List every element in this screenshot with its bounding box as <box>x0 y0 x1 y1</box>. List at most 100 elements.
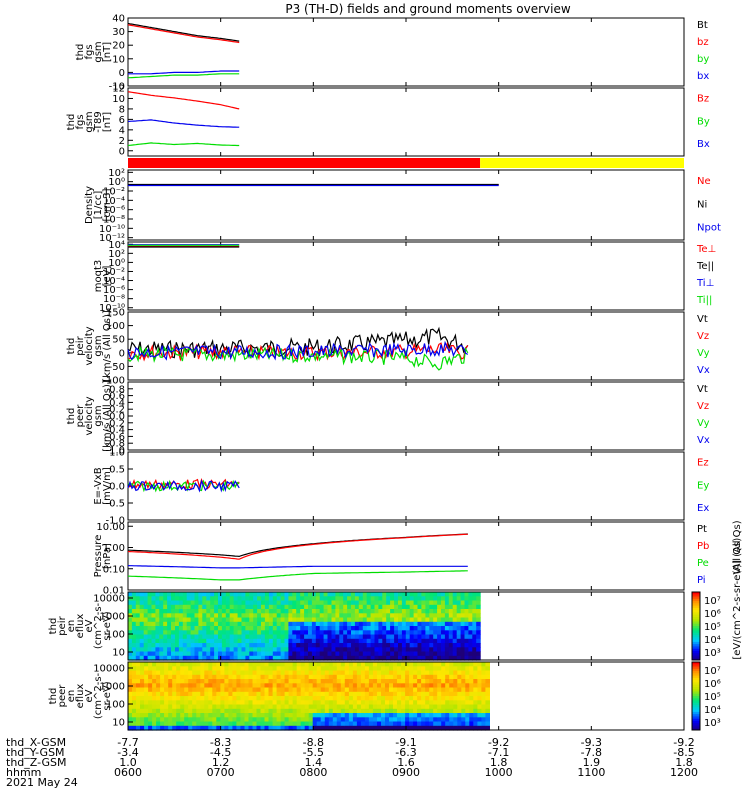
heatmap-cell <box>206 626 211 631</box>
heatmap-cell <box>147 626 153 631</box>
heatmap-cell <box>241 596 246 602</box>
heatmap-cell <box>362 617 368 623</box>
heatmap-cell <box>401 662 406 667</box>
heatmap-cell <box>196 683 201 689</box>
heatmap-cell <box>190 613 196 619</box>
heatmap-cell <box>128 630 133 636</box>
heatmap-cell <box>377 662 382 667</box>
heatmap-cell <box>370 626 376 631</box>
heatmap-cell <box>204 721 209 727</box>
heatmap-cell <box>167 630 172 636</box>
heatmap-cell <box>214 634 219 640</box>
heatmap-cell <box>221 613 227 619</box>
heatmap-cell <box>143 613 149 619</box>
heatmap-cell <box>206 617 211 623</box>
heatmap-cell <box>272 609 278 614</box>
heatmap-cell <box>220 725 225 731</box>
heatmap-cell <box>354 617 360 623</box>
heatmap-cell <box>386 638 391 644</box>
heatmap-cell <box>188 696 193 701</box>
heatmap-cell <box>354 600 360 606</box>
heatmap-cell <box>184 721 189 727</box>
heatmap-cell <box>377 679 382 684</box>
heatmap-cell <box>344 696 350 701</box>
heatmap-cell <box>405 638 411 644</box>
heatmap-cell <box>315 630 321 636</box>
heatmap-cell <box>351 647 356 653</box>
heatmap-cell <box>225 651 231 657</box>
heatmap-cell <box>176 666 181 672</box>
heatmap-cell <box>401 604 407 610</box>
heatmap-cell <box>143 617 149 623</box>
heatmap-cell <box>210 604 215 610</box>
heatmap-cell <box>155 647 160 653</box>
heatmap-cell <box>135 596 141 602</box>
heatmap-cell <box>352 725 358 731</box>
heatmap-cell <box>417 725 422 731</box>
heatmap-cell <box>160 674 165 680</box>
heatmap-cell <box>237 609 243 614</box>
heatmap-cell <box>382 609 387 614</box>
heatmap-cell <box>417 621 422 627</box>
heatmap-cell <box>140 700 145 706</box>
heatmap-cell <box>148 683 153 689</box>
heatmap-cell <box>163 643 168 648</box>
series-line-0 <box>127 22 240 42</box>
legend-entry-0: Vt <box>697 314 708 325</box>
heatmap-cell <box>328 708 334 714</box>
heatmap-cell <box>260 696 266 701</box>
heatmap-cell <box>175 638 180 644</box>
heatmap-cell <box>405 708 410 714</box>
heatmap-cell <box>216 674 221 680</box>
heatmap-cell <box>200 704 205 710</box>
heatmap-cell <box>228 691 233 697</box>
heatmap-cell <box>319 634 325 640</box>
heatmap-cell <box>397 700 402 706</box>
heatmap-cell <box>340 674 346 680</box>
heatmap-cell <box>465 700 470 706</box>
heatmap-cell <box>331 651 336 657</box>
heatmap-cell <box>236 687 241 693</box>
heatmap-cell <box>139 600 145 606</box>
heatmap-cell <box>421 604 426 610</box>
heatmap-cell <box>221 634 227 640</box>
heatmap-cell <box>218 604 223 610</box>
heatmap-cell <box>288 708 294 714</box>
y-axis-label-line-5: (cm^2-s- <box>93 602 104 649</box>
heatmap-cell <box>128 592 133 597</box>
heatmap-cell <box>159 604 164 610</box>
heatmap-cell <box>128 713 133 718</box>
heatmap-cell <box>444 592 450 597</box>
heatmap-cell <box>340 662 346 667</box>
heatmap-cell <box>437 721 442 727</box>
heatmap-cell <box>335 600 340 606</box>
heatmap-cell <box>206 613 211 619</box>
heatmap-cell <box>140 725 145 731</box>
heatmap-cell <box>252 725 258 731</box>
heatmap-cell <box>300 683 306 689</box>
heatmap-cell <box>182 655 188 661</box>
heatmap-cell <box>264 713 270 718</box>
heatmap-cell <box>485 662 490 667</box>
heatmap-cell <box>308 655 313 661</box>
heatmap-cell <box>429 696 434 701</box>
heatmap-cell <box>437 630 442 636</box>
heatmap-cell <box>253 651 258 657</box>
heatmap-cell <box>135 655 141 661</box>
y-axis-label-line-2: [cm-3] <box>102 188 113 221</box>
heatmap-cell <box>257 643 262 648</box>
heatmap-cell <box>304 687 310 693</box>
heatmap-cell <box>425 643 430 648</box>
heatmap-cell <box>312 674 318 680</box>
heatmap-cell <box>382 638 387 644</box>
heatmap-cell <box>366 643 372 648</box>
heatmap-cell <box>296 643 301 648</box>
heatmap-cell <box>319 613 325 619</box>
heatmap-cell <box>429 683 434 689</box>
heatmap-cell <box>196 691 201 697</box>
series-line-2 <box>127 570 468 581</box>
heatmap-cell <box>148 674 153 680</box>
heatmap-cell <box>372 704 378 710</box>
heatmap-cell <box>272 651 278 657</box>
